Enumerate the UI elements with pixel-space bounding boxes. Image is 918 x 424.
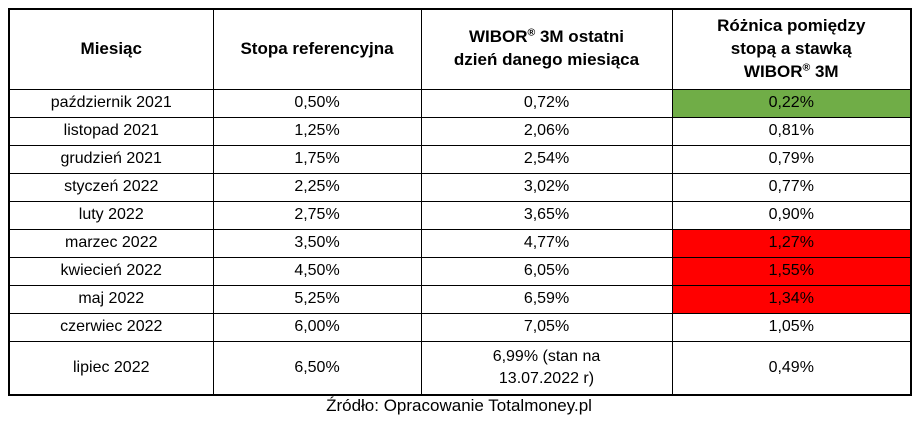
difference-cell: 0,22% xyxy=(671,88,912,118)
reference-rate-cell: 4,50% xyxy=(212,256,422,286)
difference-cell: 1,34% xyxy=(671,284,912,314)
month-cell: luty 2022 xyxy=(8,200,214,230)
table-row: maj 2022 5,25% 6,59% 1,34% xyxy=(8,284,912,314)
wibor-rate-wrapped-value: 6,99% (stan na 13.07.2022 r) xyxy=(492,348,601,387)
header-stopa-referencyjna: Stopa referencyjna xyxy=(212,8,422,90)
table-header: Miesiąc Stopa referencyjna WIBOR® 3M ost… xyxy=(8,8,912,90)
header-wibor-3m: WIBOR® 3M ostatni dzień danego miesiąca xyxy=(420,8,673,90)
table-row: czerwiec 2022 6,00% 7,05% 1,05% xyxy=(8,312,912,342)
table-row: styczeń 2022 2,25% 3,02% 0,77% xyxy=(8,172,912,202)
table-row: kwiecień 2022 4,50% 6,05% 1,55% xyxy=(8,256,912,286)
wibor-rate-cell: 0,72% xyxy=(420,88,673,118)
header-stopa-label: Stopa referencyjna xyxy=(240,38,394,58)
header-miesiac: Miesiąc xyxy=(8,8,214,90)
table-body: październik 2021 0,50% 0,72% 0,22% listo… xyxy=(8,88,912,396)
header-row: Miesiąc Stopa referencyjna WIBOR® 3M ost… xyxy=(8,8,912,90)
registered-trademark-icon: ® xyxy=(802,61,811,74)
wibor-rate-cell: 4,77% xyxy=(420,228,673,258)
registered-trademark-icon: ® xyxy=(527,26,536,39)
wibor-rate-cell: 6,99% (stan na 13.07.2022 r) xyxy=(420,340,673,396)
difference-cell: 0,90% xyxy=(671,200,912,230)
wibor-rate-cell: 6,05% xyxy=(420,256,673,286)
wibor-rate-cell: 2,54% xyxy=(420,144,673,174)
difference-cell: 0,79% xyxy=(671,144,912,174)
difference-cell: 1,05% xyxy=(671,312,912,342)
reference-rate-cell: 0,50% xyxy=(212,88,422,118)
wibor-rate-cell: 2,06% xyxy=(420,116,673,146)
source-caption: Źródło: Opracowanie Totalmoney.pl xyxy=(326,396,592,415)
month-cell: czerwiec 2022 xyxy=(8,312,214,342)
table-row: październik 2021 0,50% 0,72% 0,22% xyxy=(8,88,912,118)
reference-rate-cell: 5,25% xyxy=(212,284,422,314)
difference-cell: 0,77% xyxy=(671,172,912,202)
table-row: marzec 2022 3,50% 4,77% 1,27% xyxy=(8,228,912,258)
month-cell: listopad 2021 xyxy=(8,116,214,146)
reference-rate-cell: 3,50% xyxy=(212,228,422,258)
reference-rate-cell: 2,25% xyxy=(212,172,422,202)
reference-rate-cell: 1,25% xyxy=(212,116,422,146)
reference-rate-cell: 2,75% xyxy=(212,200,422,230)
reference-rate-cell: 6,50% xyxy=(212,340,422,396)
wibor-rate-cell: 6,59% xyxy=(420,284,673,314)
wibor-table: Miesiąc Stopa referencyjna WIBOR® 3M ost… xyxy=(8,8,912,396)
reference-rate-cell: 6,00% xyxy=(212,312,422,342)
month-cell: październik 2021 xyxy=(8,88,214,118)
table-row: grudzień 2021 1,75% 2,54% 0,79% xyxy=(8,144,912,174)
header-wibor-label: WIBOR® 3M ostatni dzień danego miesiąca xyxy=(453,26,640,70)
difference-cell: 1,27% xyxy=(671,228,912,258)
header-miesiac-label: Miesiąc xyxy=(80,38,142,58)
month-cell: lipiec 2022 xyxy=(8,340,214,396)
table-row: listopad 2021 1,25% 2,06% 0,81% xyxy=(8,116,912,146)
difference-cell: 0,81% xyxy=(671,116,912,146)
wibor-rate-cell: 3,65% xyxy=(420,200,673,230)
month-cell: maj 2022 xyxy=(8,284,214,314)
reference-rate-cell: 1,75% xyxy=(212,144,422,174)
wibor-rate-cell: 3,02% xyxy=(420,172,673,202)
month-cell: kwiecień 2022 xyxy=(8,256,214,286)
difference-cell: 1,55% xyxy=(671,256,912,286)
month-cell: grudzień 2021 xyxy=(8,144,214,174)
table-row: lipiec 2022 6,50% 6,99% (stan na 13.07.2… xyxy=(8,340,912,396)
difference-cell: 0,49% xyxy=(671,340,912,396)
month-cell: marzec 2022 xyxy=(8,228,214,258)
table-row: luty 2022 2,75% 3,65% 0,90% xyxy=(8,200,912,230)
month-cell: styczeń 2022 xyxy=(8,172,214,202)
header-roznica-label: Różnica pomiędzy stopą a stawką WIBOR® 3… xyxy=(717,15,866,81)
header-roznica: Różnica pomiędzy stopą a stawką WIBOR® 3… xyxy=(671,8,912,90)
wibor-rate-cell: 7,05% xyxy=(420,312,673,342)
